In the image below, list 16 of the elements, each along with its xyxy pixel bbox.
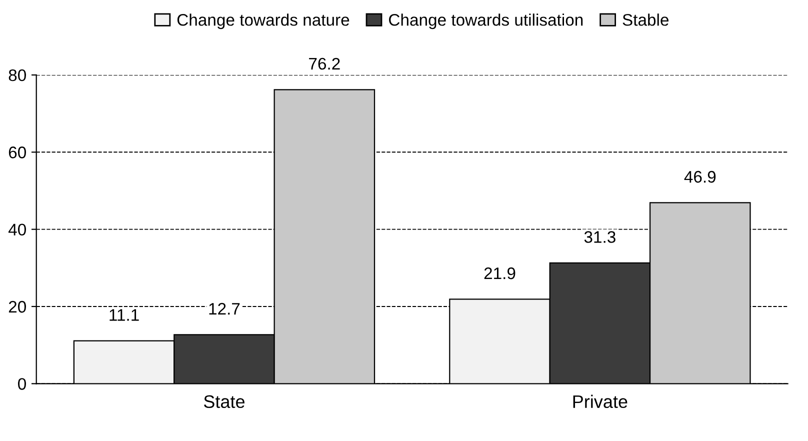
data-label: 46.9 <box>684 170 716 183</box>
data-label: 11.1 <box>110 309 139 321</box>
legend-label: Change towards utilisation <box>389 14 583 30</box>
data-label: 31.3 <box>584 231 616 243</box>
data-label: 21.9 <box>484 267 516 280</box>
y-tick-label: 0 <box>18 378 26 390</box>
legend-label: Change towards nature <box>177 14 350 30</box>
y-tick-label: 60 <box>8 146 26 158</box>
data-label: 12.7 <box>209 302 240 315</box>
y-tick-label: 80 <box>8 69 26 82</box>
data-label: 76.2 <box>309 58 340 70</box>
legend-label: Stable <box>622 14 668 26</box>
y-tick-label: 20 <box>8 300 26 313</box>
x-tick-label: Private <box>573 394 628 408</box>
x-tick-label: State <box>204 395 244 408</box>
y-tick-label: 40 <box>8 224 26 236</box>
